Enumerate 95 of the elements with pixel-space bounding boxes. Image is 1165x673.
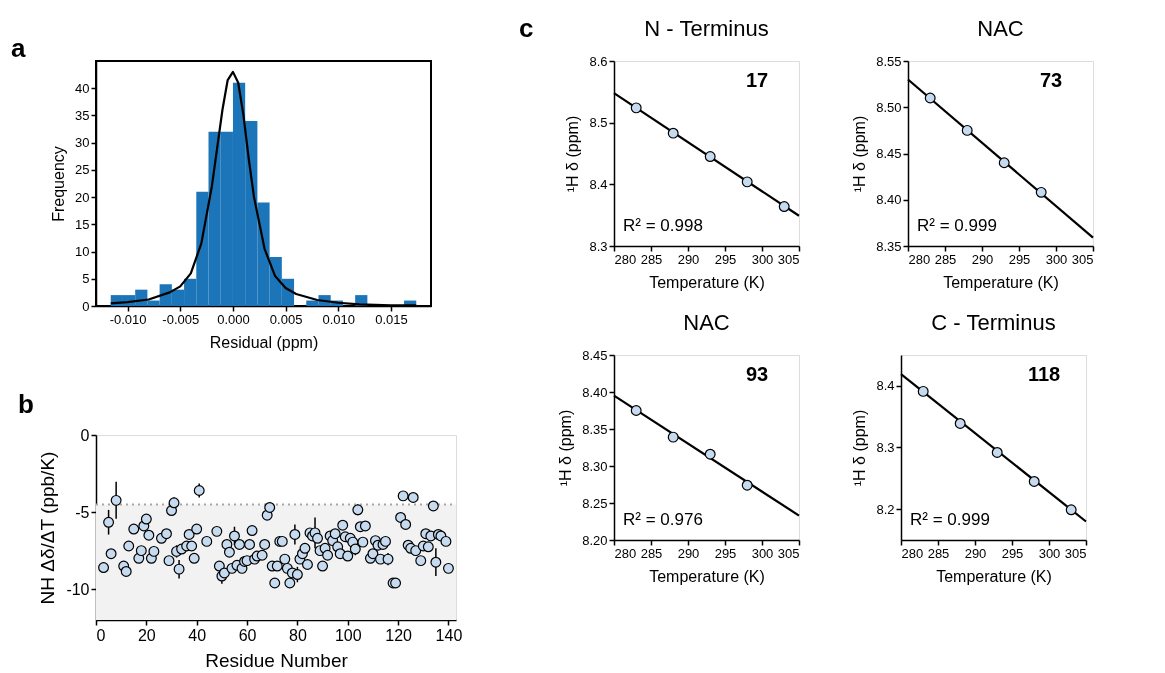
y-tick-label: 25 xyxy=(75,162,90,178)
annotation: 93 xyxy=(745,363,769,385)
text: b xyxy=(18,389,34,419)
x-tick-label: 20 xyxy=(137,626,156,644)
y-tick-label: 8.45 xyxy=(582,347,608,363)
x-tick-label: 295 xyxy=(1001,545,1024,561)
x-tick-label: 285 xyxy=(640,251,663,267)
y-axis-title: Frequency xyxy=(50,146,68,222)
x-tick-label: 100 xyxy=(334,626,362,644)
annotation: R² = 0.998 xyxy=(623,216,703,235)
y-tick-label: 0 xyxy=(80,426,90,444)
y-tick-label: 8.5 xyxy=(589,115,608,131)
annotation: 17 xyxy=(745,69,769,91)
x-tick-label: -0.010 xyxy=(109,311,147,327)
annotation: R² = 0.999 xyxy=(917,216,997,235)
y-tick-label: 15 xyxy=(75,216,90,232)
x-tick-label: 140 xyxy=(435,626,463,644)
y-tick-label: 8.3 xyxy=(876,440,895,455)
x-tick-label: 300 xyxy=(751,251,774,267)
x-tick-label: 305 xyxy=(1064,545,1087,561)
y-tick-label: 40 xyxy=(75,80,90,96)
y-tick-label: 8.6 xyxy=(589,53,608,69)
x-tick-label: 300 xyxy=(751,545,774,561)
y-tick-label: 8.50 xyxy=(876,99,902,115)
y-tick-label: 8.35 xyxy=(876,238,902,254)
x-tick-label: 60 xyxy=(238,626,257,644)
x-tick-label: 290 xyxy=(964,545,987,561)
y-tick-label: 8.25 xyxy=(582,495,608,511)
x-tick-label: 300 xyxy=(1038,545,1061,561)
chart-title: NAC xyxy=(977,16,1024,41)
x-tick-label: 120 xyxy=(385,626,413,644)
y-tick-label: 0 xyxy=(82,298,90,314)
x-tick-label: 305 xyxy=(777,251,800,267)
x-tick-label: 305 xyxy=(1071,251,1094,267)
text: a xyxy=(11,33,26,63)
y-axis-title: ¹H δ (ppm) xyxy=(557,409,575,487)
x-tick-label: 290 xyxy=(971,251,994,267)
y-tick-label: 8.40 xyxy=(582,384,608,400)
x-tick-label: 285 xyxy=(927,545,950,561)
x-tick-label: 300 xyxy=(1045,251,1068,267)
y-axis-title: ¹H δ (ppm) xyxy=(851,409,869,487)
chart-title: N - Terminus xyxy=(644,16,769,41)
y-tick-label: 8.45 xyxy=(876,146,902,161)
y-tick-label: 10 xyxy=(75,244,90,260)
x-tick-label: 280 xyxy=(901,545,924,561)
x-tick-label: 290 xyxy=(677,545,700,561)
annotation: 118 xyxy=(1027,363,1061,385)
y-tick-label: 8.4 xyxy=(876,378,895,394)
x-tick-label: 295 xyxy=(714,251,737,267)
x-axis-title: Residue Number xyxy=(205,649,349,671)
y-tick-label: 30 xyxy=(75,135,90,151)
x-tick-label: 0.010 xyxy=(322,311,356,327)
y-tick-label: 8.3 xyxy=(589,238,608,254)
y-tick-label: 8.35 xyxy=(582,421,608,437)
x-tick-label: 0.000 xyxy=(217,311,250,327)
y-tick-label: -5 xyxy=(75,503,90,521)
x-tick-label: 0.015 xyxy=(375,311,408,327)
x-tick-label: 0.005 xyxy=(269,311,303,327)
y-tick-label: -10 xyxy=(66,580,90,598)
x-tick-label: 0 xyxy=(96,626,106,644)
annotation: 73 xyxy=(1039,69,1063,91)
y-tick-label: 8.20 xyxy=(582,532,608,548)
y-tick-label: 8.2 xyxy=(876,501,895,517)
x-axis-title: Temperature (K) xyxy=(936,567,1052,585)
y-tick-label: 5 xyxy=(82,271,90,287)
x-tick-label: 295 xyxy=(714,545,737,561)
y-tick-label: 8.30 xyxy=(582,458,608,474)
x-tick-label: 285 xyxy=(640,545,663,561)
x-tick-label: 280 xyxy=(908,251,931,267)
x-tick-label: 280 xyxy=(614,251,637,267)
y-axis-title: ¹H δ (ppm) xyxy=(564,115,582,193)
y-tick-label: 8.40 xyxy=(876,192,902,208)
x-tick-label: 295 xyxy=(1008,251,1031,267)
x-tick-label: 80 xyxy=(289,626,307,644)
y-axis-title: NH Δδ/ΔT (ppb/K) xyxy=(37,451,59,605)
x-axis-title: Temperature (K) xyxy=(649,567,765,585)
x-axis-title: Residual (ppm) xyxy=(209,333,319,351)
x-axis-title: Temperature (K) xyxy=(943,273,1059,291)
y-tick-label: 35 xyxy=(75,107,90,123)
x-tick-label: -0.005 xyxy=(162,311,200,327)
annotation: R² = 0.976 xyxy=(623,510,703,529)
text: c xyxy=(519,13,534,43)
y-tick-label: 8.4 xyxy=(589,176,608,192)
x-tick-label: 285 xyxy=(934,251,957,267)
chart-title: C - Terminus xyxy=(931,310,1056,335)
x-tick-label: 40 xyxy=(188,626,207,644)
y-tick-label: 20 xyxy=(75,189,90,205)
annotation: R² = 0.999 xyxy=(910,510,990,529)
x-tick-label: 280 xyxy=(614,545,637,561)
x-tick-label: 305 xyxy=(777,545,800,561)
chart-title: NAC xyxy=(683,310,730,335)
x-axis-title: Temperature (K) xyxy=(649,273,765,291)
y-tick-label: 8.55 xyxy=(876,53,902,69)
y-axis-title: ¹H δ (ppm) xyxy=(851,115,869,193)
x-tick-label: 290 xyxy=(677,251,700,267)
